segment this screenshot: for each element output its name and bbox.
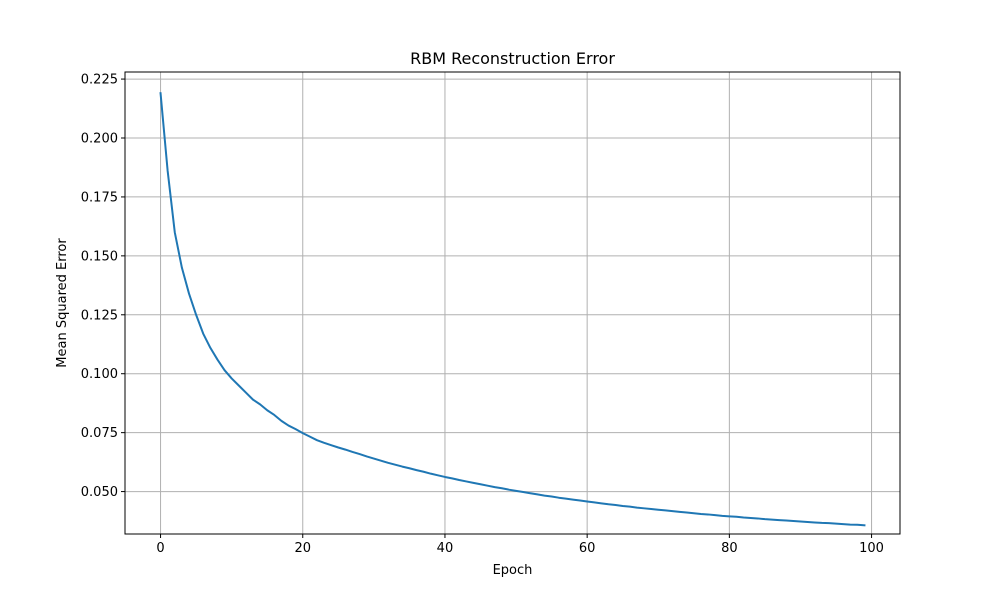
x-tick-label: 40 xyxy=(437,541,454,556)
x-tick-label: 20 xyxy=(294,541,311,556)
y-tick-label: 0.125 xyxy=(81,308,118,323)
y-tick-label: 0.175 xyxy=(81,190,118,205)
plot-area-background xyxy=(125,72,900,534)
series-line xyxy=(159,92,866,527)
y-axis-label: Mean Squared Error xyxy=(55,238,70,368)
y-axis-ticks: 0.050 0.075 0.100 0.125 0.150 0.175 0.200 0.225 xyxy=(81,73,125,500)
y-tick-label: 0.100 xyxy=(81,367,118,382)
x-axis-ticks: 0 20 40 60 80 100 xyxy=(156,534,884,556)
y-tick-label: 0.150 xyxy=(81,249,118,264)
plot-frame xyxy=(124,71,901,535)
x-tick-label: 0 xyxy=(156,541,164,556)
series-layer xyxy=(159,92,866,527)
y-tick-label: 0.050 xyxy=(81,485,118,500)
x-tick-label: 80 xyxy=(721,541,738,556)
grid xyxy=(125,72,900,534)
x-tick-label: 60 xyxy=(579,541,596,556)
y-tick-label: 0.200 xyxy=(81,132,118,147)
y-tick-label: 0.075 xyxy=(81,426,118,441)
chart-title: RBM Reconstruction Error xyxy=(410,49,615,68)
y-tick-label: 0.225 xyxy=(81,73,118,88)
x-tick-label: 100 xyxy=(859,541,884,556)
x-axis-label: Epoch xyxy=(493,563,533,578)
